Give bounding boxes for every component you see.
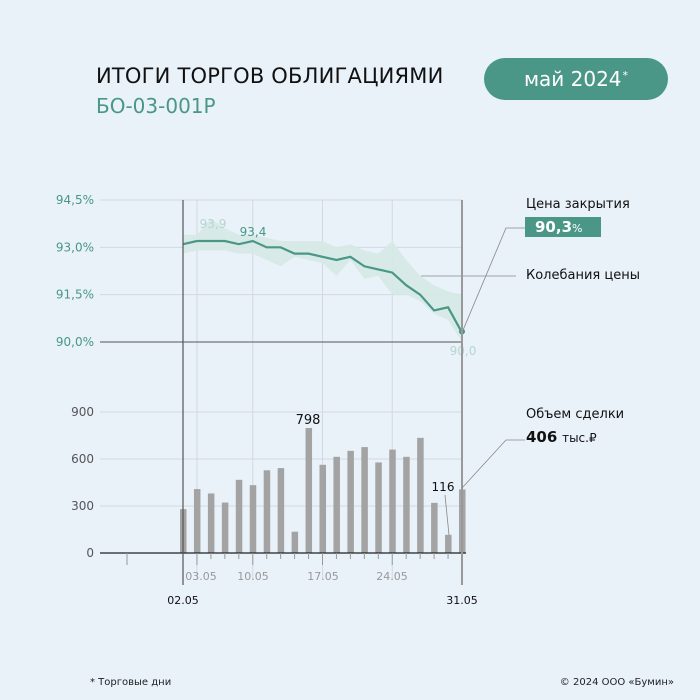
volume-bar [193,489,201,553]
close-price-label: Цена закрытия [526,197,630,212]
max-volume-annotation: 798 [296,413,321,428]
volume-bar [235,479,243,553]
close-price-unit: % [572,222,583,235]
volume-bar [333,456,340,553]
volume-number: 406 [526,428,558,446]
x-tick-label: 03.05 [185,570,217,583]
end-date-label: 31.05 [446,594,478,607]
price-tick-label: 93,0% [56,240,94,254]
volume-tick-label: 0 [86,546,94,560]
volume-bar [291,531,299,553]
volume-tick-label: 900 [71,405,94,419]
volume-label: Объем сделки [526,407,625,422]
price-tick-label: 91,5% [56,288,94,302]
volume-bar [319,464,326,553]
volume-bar [249,485,257,553]
start-date-label: 02.05 [167,594,199,607]
volume-bar [445,534,452,553]
volume-bar [305,427,313,553]
x-tick-label: 17.05 [307,570,339,583]
close-price-line [182,239,463,334]
volume-bar [277,468,285,553]
volume-bar [361,447,368,553]
close-leader-line [461,227,525,333]
volume-bar [207,493,215,553]
min-volume-annotation: 116 [432,480,455,494]
price-tick-label: 90,0% [56,335,94,349]
volume-bar [375,462,382,553]
period-label: май 2024 [523,67,622,91]
page-title: ИТОГИ ТОРГОВ ОБЛИГАЦИЯМИ [96,64,444,88]
bond-code: БО-03-001Р [96,94,216,118]
copyright: © 2024 ООО «Бумин» [559,677,674,688]
footnote: * Торговые дни [90,677,172,688]
volume-bar [389,449,396,553]
volume-tick-label: 600 [71,452,94,466]
volume-bar [263,470,271,553]
price-range-band [183,218,462,342]
volume-unit: тыс.₽ [562,431,597,445]
volume-bar [417,437,424,553]
close-price-value: 90,3 [535,218,573,236]
period-footnote-mark: * [622,68,629,82]
x-tick-label: 24.05 [376,570,408,583]
price-range-label: Колебания цены [526,268,640,283]
max-price-annotation: 93,9 [200,217,227,231]
volume-leader-line [461,439,525,489]
period-badge: май 2024 * [484,58,668,100]
volume-bar [403,456,410,553]
volume-bar [347,450,354,553]
price-tick-label: 94,5% [56,193,94,207]
volume-bar [431,502,438,553]
volume-bar [221,502,229,553]
min-volume-leader [444,494,450,536]
x-tick-label: 10.05 [237,570,269,583]
volume-tick-label: 300 [71,499,94,513]
close-price-value-box: 90,3% [525,217,601,237]
volume-value: 406 тыс.₽ [526,428,597,446]
price-annotation: 93,4 [240,225,267,239]
